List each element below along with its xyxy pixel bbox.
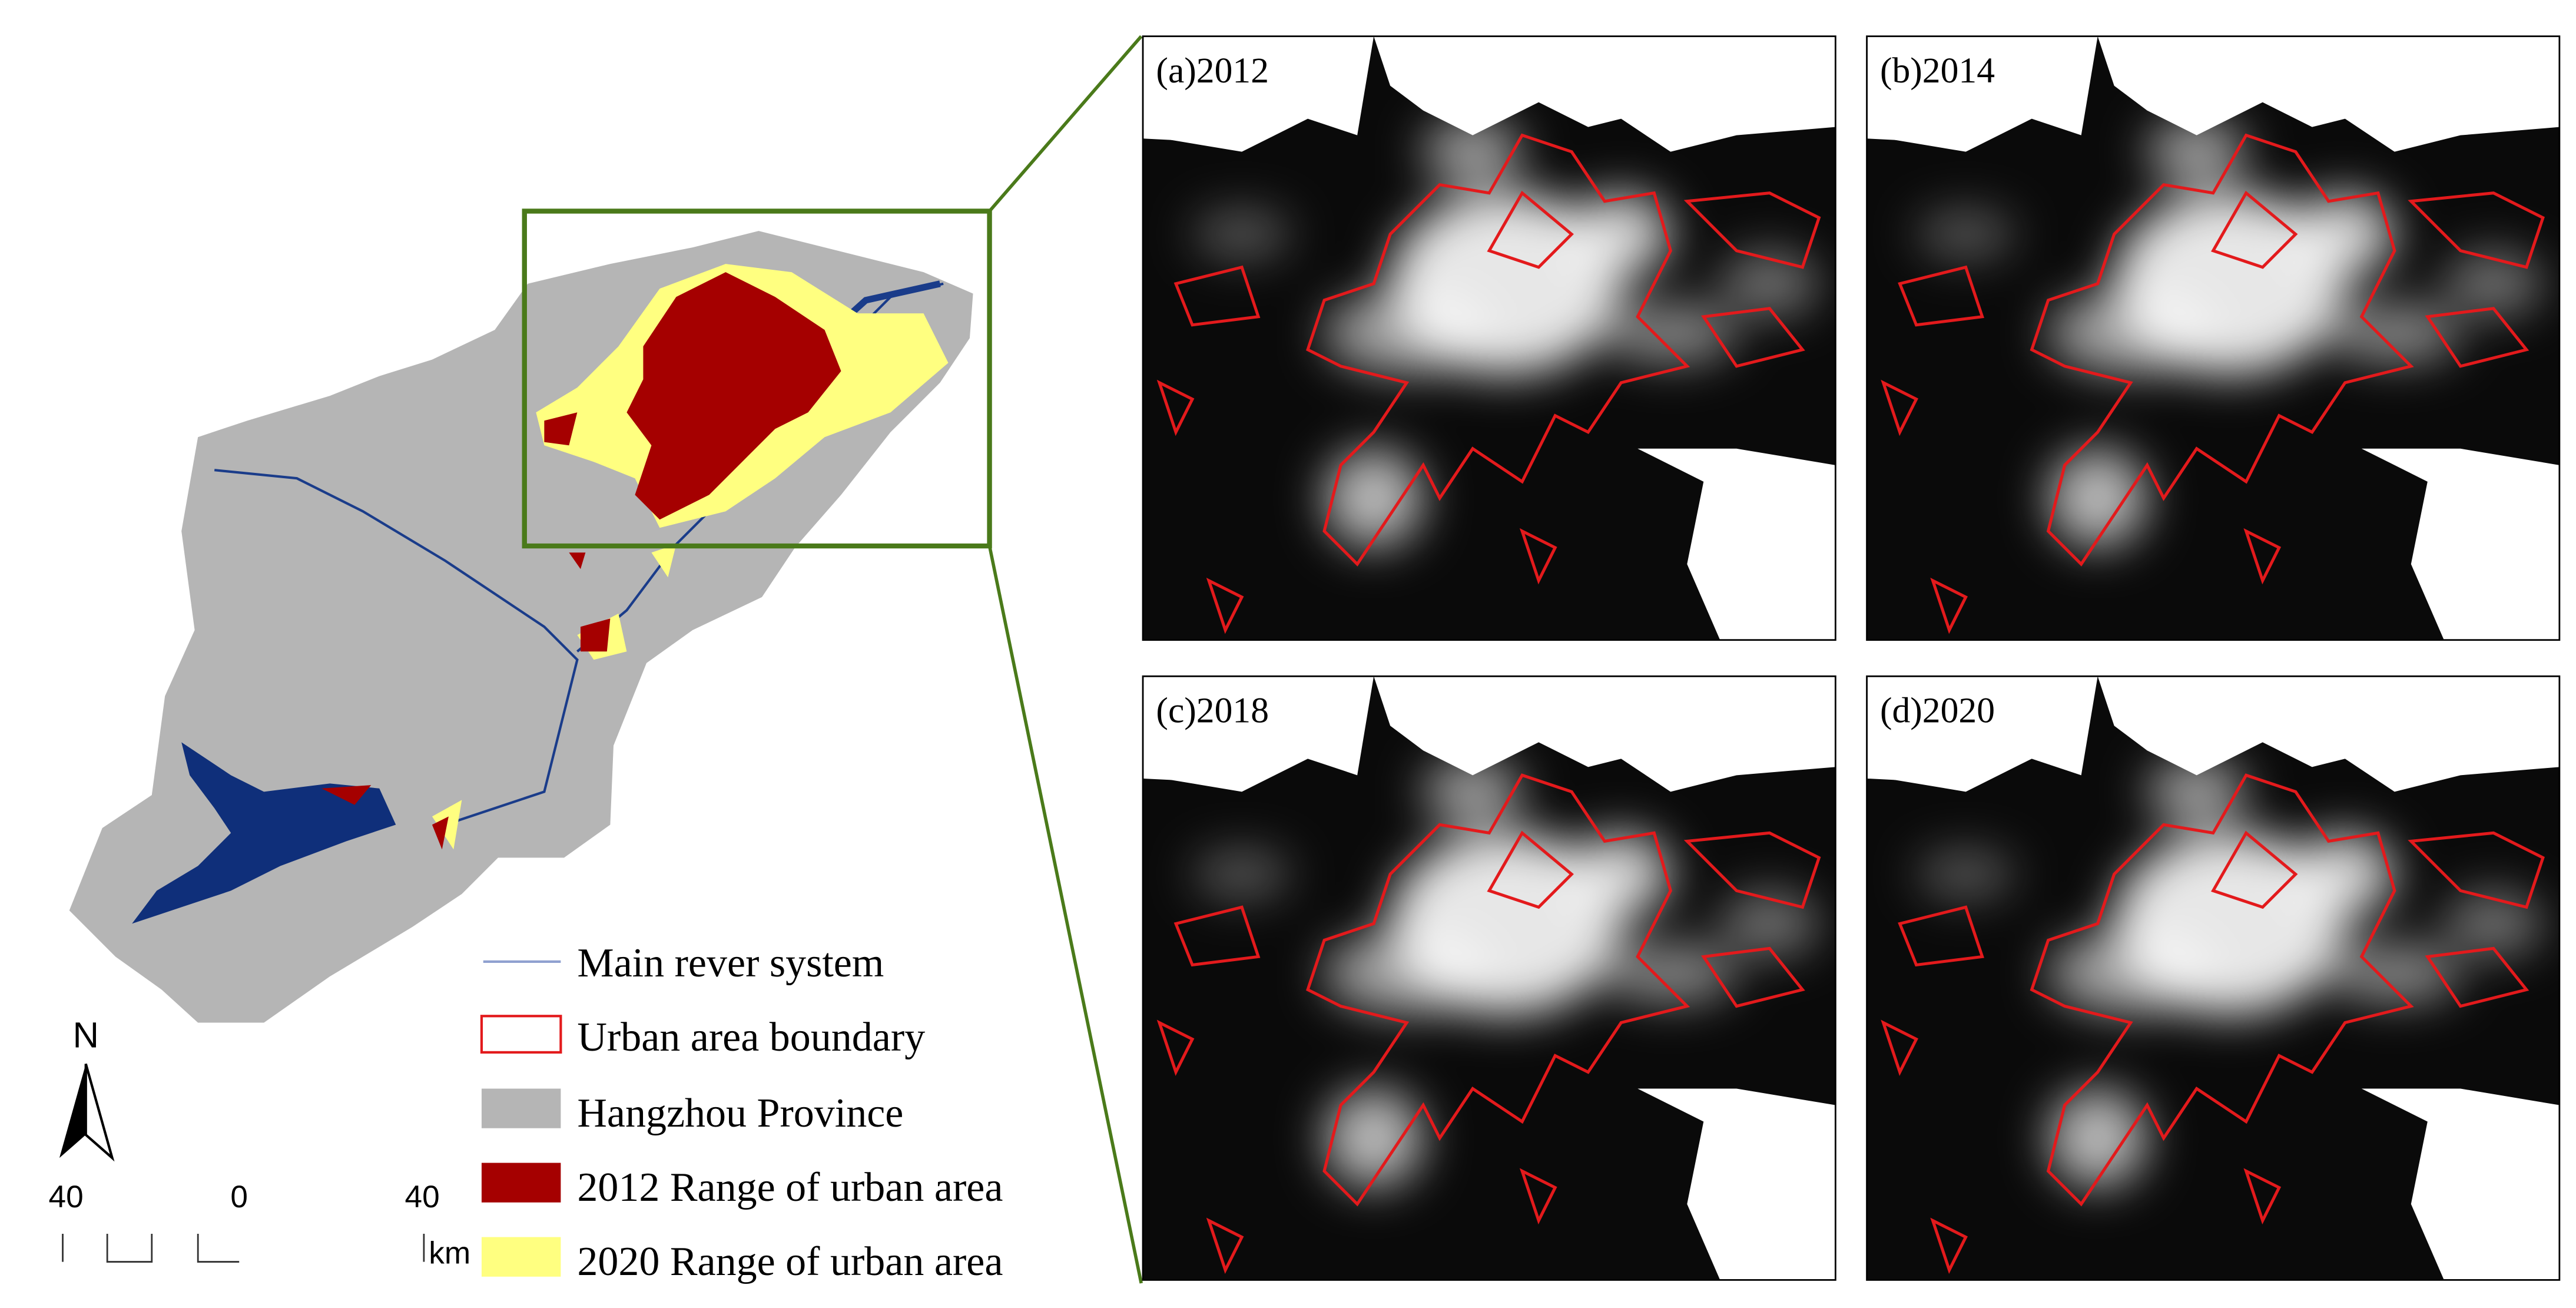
legend-label: 2020 Range of urban area	[577, 1239, 1003, 1284]
legend-boundary	[480, 1015, 562, 1054]
inset-box	[522, 208, 992, 549]
urban-2012	[321, 272, 841, 850]
connector	[988, 35, 1143, 213]
north-label: N	[72, 1015, 99, 1055]
panel: (b)2014	[1867, 37, 2560, 640]
scale-bar: 40 0 40 km	[49, 1180, 471, 1270]
legend-label: 2012 Range of urban area	[577, 1165, 1003, 1210]
scale-label: 40	[49, 1180, 84, 1214]
legend-province	[481, 1088, 561, 1128]
panel-label: (d)2020	[1880, 691, 1995, 731]
legend-label: Hangzhou Province	[577, 1091, 903, 1136]
legend-2012	[481, 1163, 561, 1203]
north-arrow	[59, 1064, 86, 1158]
panel: (c)2018	[1143, 676, 1835, 1280]
panel-label: (a)2012	[1156, 51, 1269, 91]
legend-2020	[481, 1237, 561, 1277]
legend: Main rever system Urban area boundary Ha…	[480, 941, 1003, 1284]
scale-label: 0	[230, 1180, 248, 1214]
north-arrow	[84, 1063, 115, 1162]
connector	[987, 545, 1143, 1284]
scale-unit: km	[429, 1236, 470, 1270]
scale-label: 40	[405, 1180, 440, 1214]
panel-label: (c)2018	[1156, 691, 1269, 731]
lake	[132, 742, 396, 924]
legend-label: Urban area boundary	[577, 1015, 925, 1060]
panel: (a)2012	[1143, 37, 1835, 640]
panel: (d)2020	[1867, 676, 2560, 1280]
legend-label: Main rever system	[577, 941, 884, 986]
panel-label: (b)2014	[1880, 51, 1995, 91]
scale-ticks	[62, 1233, 240, 1263]
